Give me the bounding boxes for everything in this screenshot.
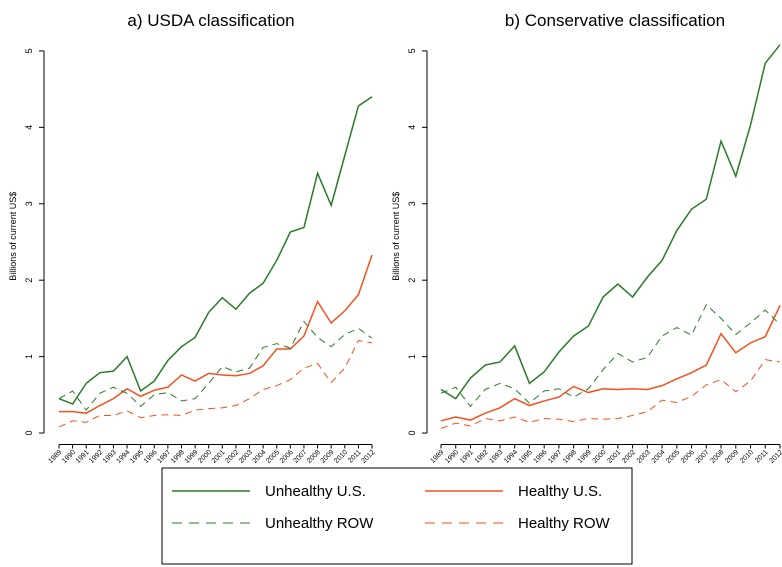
series-line — [440, 303, 781, 408]
x-tick-label: 1993 — [102, 449, 118, 465]
x-tick-label: 2012 — [360, 449, 376, 465]
series-line — [440, 44, 781, 400]
x-tick-label: 2011 — [347, 449, 363, 465]
x-tick-label: 2002 — [224, 449, 240, 465]
series-line — [59, 254, 373, 414]
x-tick-label: 2006 — [279, 449, 295, 465]
x-tick-label: 1994 — [115, 449, 131, 465]
x-tick-label: 2005 — [265, 449, 281, 465]
legend-label: Unhealthy U.S. — [265, 483, 366, 500]
chart-title: b) Conservative classification — [505, 11, 725, 30]
x-tick-label: 2002 — [621, 449, 637, 465]
x-tick-label: 2007 — [292, 449, 308, 465]
legend-label: Healthy ROW — [518, 515, 611, 532]
x-tick-label: 2004 — [252, 449, 268, 465]
series-line — [58, 320, 373, 411]
x-tick-label: 2006 — [680, 449, 696, 465]
x-tick-label: 2007 — [695, 449, 711, 465]
legend-box — [161, 467, 633, 565]
series-line — [440, 305, 781, 422]
y-tick-label: 5 — [24, 48, 34, 53]
x-tick-label: 1991 — [459, 449, 475, 465]
x-tick-label: 1990 — [61, 449, 77, 465]
x-tick-label: 1998 — [170, 449, 186, 465]
y-tick-label: 0 — [24, 431, 34, 436]
y-axis-title: Billions of current US$ — [391, 192, 401, 281]
legend-label: Healthy U.S. — [518, 483, 602, 500]
x-tick-label: 2012 — [768, 449, 782, 465]
x-tick-label: 1995 — [129, 449, 145, 465]
x-tick-label: 2001 — [211, 449, 227, 465]
x-tick-label: 2003 — [636, 449, 652, 465]
x-tick-label: 2010 — [739, 449, 755, 465]
y-tick-label: 4 — [24, 125, 34, 130]
x-tick-label: 1998 — [562, 449, 578, 465]
x-tick-label: 1997 — [547, 449, 563, 465]
x-tick-label: 2000 — [197, 449, 213, 465]
x-tick-label: 1995 — [518, 449, 534, 465]
x-tick-label: 1992 — [88, 449, 104, 465]
x-tick-label: 1990 — [444, 449, 460, 465]
y-tick-label: 3 — [24, 201, 34, 206]
x-tick-label: 1989 — [429, 449, 445, 465]
x-tick-label: 2001 — [606, 449, 622, 465]
x-tick-label: 1999 — [577, 449, 593, 465]
x-tick-label: 1996 — [143, 449, 159, 465]
y-tick-label: 1 — [24, 354, 34, 359]
x-tick-label: 1997 — [156, 449, 172, 465]
legend-label: Unhealthy ROW — [265, 515, 374, 532]
x-tick-label: 2008 — [306, 449, 322, 465]
y-tick-label: 2 — [24, 278, 34, 283]
y-tick-label: 3 — [407, 201, 417, 206]
x-tick-label: 2008 — [709, 449, 725, 465]
x-tick-label: 1996 — [533, 449, 549, 465]
x-tick-label: 1992 — [474, 449, 490, 465]
y-tick-label: 5 — [407, 48, 417, 53]
x-tick-label: 1989 — [47, 449, 63, 465]
x-tick-label: 2009 — [724, 449, 740, 465]
x-tick-label: 2003 — [238, 449, 254, 465]
y-tick-label: 4 — [407, 125, 417, 130]
x-tick-label: 1993 — [488, 449, 504, 465]
series-line — [58, 340, 373, 428]
x-tick-label: 1991 — [75, 449, 91, 465]
series-line — [58, 96, 373, 405]
x-tick-label: 2005 — [665, 449, 681, 465]
series-line — [440, 359, 781, 429]
x-tick-label: 2010 — [333, 449, 349, 465]
x-tick-label: 2000 — [592, 449, 608, 465]
x-tick-label: 2011 — [754, 449, 770, 465]
chart-title: a) USDA classification — [127, 11, 294, 30]
y-tick-label: 0 — [407, 431, 417, 436]
y-tick-label: 1 — [407, 354, 417, 359]
y-axis-title: Billions of current US$ — [8, 192, 18, 281]
x-tick-label: 1994 — [503, 449, 519, 465]
x-tick-label: 2009 — [320, 449, 336, 465]
x-tick-label: 1999 — [184, 449, 200, 465]
y-tick-label: 2 — [407, 278, 417, 283]
x-tick-label: 2004 — [651, 449, 667, 465]
